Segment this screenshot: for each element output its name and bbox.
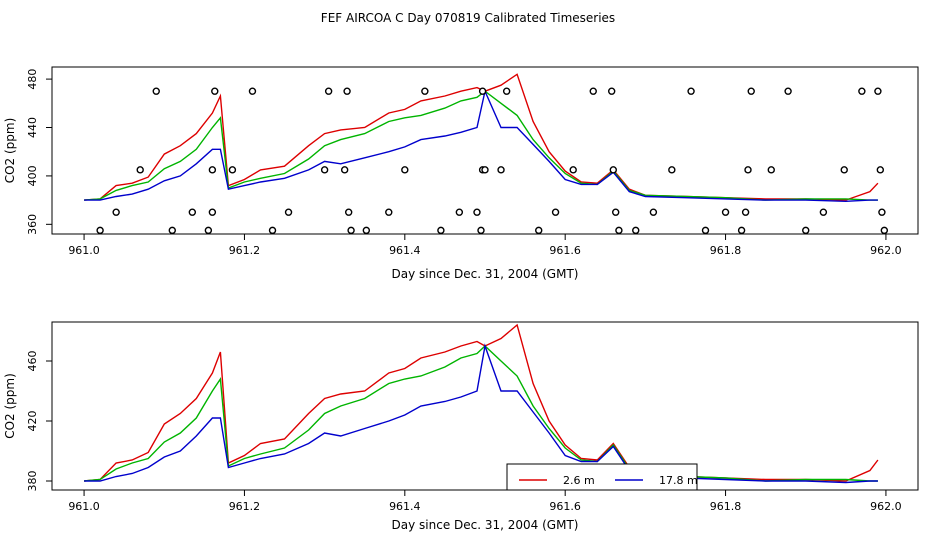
sample-circle-marker bbox=[478, 87, 487, 95]
sample-circle-marker bbox=[535, 226, 543, 235]
series-line-17-8-m bbox=[84, 343, 878, 484]
sample-circle-marker bbox=[347, 226, 355, 235]
sample-circle-marker bbox=[401, 166, 409, 174]
sample-circle-marker bbox=[204, 226, 213, 235]
sample-circle-marker bbox=[421, 87, 429, 95]
y-tick-label: 420 bbox=[26, 411, 39, 432]
series-line-2-6-m bbox=[84, 323, 879, 482]
x-tick-label: 961.8 bbox=[710, 244, 742, 257]
sample-circle-marker bbox=[168, 226, 176, 235]
y-tick-label: 400 bbox=[26, 165, 39, 186]
x-tick-label: 962.0 bbox=[870, 244, 902, 257]
legend-label: 17.8 m bbox=[659, 474, 698, 487]
sample-circle-marker bbox=[385, 208, 393, 216]
sample-circle-marker bbox=[744, 166, 752, 174]
sample-circle-marker bbox=[747, 87, 755, 95]
sample-circle-marker bbox=[767, 166, 775, 174]
sample-circle-marker bbox=[324, 87, 333, 95]
y-tick-label: 460 bbox=[26, 351, 39, 372]
sample-circle-marker bbox=[840, 166, 848, 174]
y-tick-label: 380 bbox=[26, 471, 39, 492]
x-tick-label: 961.6 bbox=[549, 500, 581, 513]
plot-frame bbox=[51, 321, 919, 491]
sample-circle-marker bbox=[607, 87, 616, 95]
y-tick-label: 440 bbox=[26, 117, 39, 138]
sample-circle-marker bbox=[477, 226, 485, 235]
sample-circle-marker bbox=[668, 166, 676, 174]
y-axis-label: CO2 (ppm) bbox=[3, 373, 17, 439]
sample-circle-marker bbox=[455, 208, 464, 216]
sample-circle-marker bbox=[876, 166, 885, 174]
sample-circle-marker bbox=[284, 208, 293, 216]
sample-circle-marker bbox=[874, 87, 882, 95]
sample-circle-marker bbox=[362, 226, 371, 235]
sample-circle-marker bbox=[208, 166, 217, 174]
series-line-green bbox=[84, 90, 878, 201]
sample-circle-marker bbox=[343, 87, 351, 95]
x-axis-label: Day since Dec. 31, 2004 (GMT) bbox=[392, 267, 579, 281]
sample-circle-marker bbox=[268, 226, 277, 235]
sample-circle-marker bbox=[632, 226, 640, 235]
x-tick-label: 961.4 bbox=[389, 500, 421, 513]
sample-circle-marker bbox=[649, 208, 658, 216]
sample-circle-marker bbox=[96, 226, 104, 235]
x-tick-label: 961.2 bbox=[229, 500, 261, 513]
x-tick-label: 961.8 bbox=[710, 500, 742, 513]
x-tick-label: 961.4 bbox=[389, 244, 421, 257]
sample-circle-marker bbox=[152, 87, 160, 95]
sample-circle-marker bbox=[737, 226, 746, 235]
sample-circle-marker bbox=[569, 166, 577, 174]
sample-circle-marker bbox=[473, 208, 481, 216]
sample-circle-marker bbox=[589, 87, 597, 95]
sample-circle-marker bbox=[721, 208, 730, 216]
sample-circle-marker bbox=[344, 208, 353, 216]
sample-circle-marker bbox=[320, 166, 329, 174]
sample-circle-marker bbox=[188, 208, 197, 216]
sample-circle-marker bbox=[437, 226, 445, 235]
sample-circle-marker bbox=[802, 226, 810, 235]
sample-circle-marker bbox=[741, 208, 750, 216]
x-tick-label: 961.6 bbox=[549, 244, 581, 257]
sample-circle-marker bbox=[615, 226, 623, 235]
plot-frame bbox=[51, 66, 919, 235]
legend-label: 2.6 m bbox=[563, 474, 595, 487]
sample-circle-marker bbox=[136, 166, 144, 174]
sample-circle-marker bbox=[228, 166, 237, 174]
figure-title: FEF AIRCOA C Day 070819 Calibrated Times… bbox=[321, 11, 615, 25]
x-tick-label: 961.2 bbox=[229, 244, 261, 257]
sample-circle-marker bbox=[502, 87, 511, 95]
sample-circle-marker bbox=[880, 226, 889, 235]
sample-circle-marker bbox=[211, 87, 219, 95]
sample-circle-marker bbox=[819, 208, 828, 216]
sample-circle-marker bbox=[701, 226, 710, 235]
sample-circle-marker bbox=[784, 87, 792, 95]
sample-circle-marker bbox=[481, 166, 489, 174]
x-axis-label: Day since Dec. 31, 2004 (GMT) bbox=[392, 518, 579, 532]
y-tick-label: 480 bbox=[26, 69, 39, 90]
sample-circle-marker bbox=[112, 208, 120, 216]
sample-circle-marker bbox=[858, 87, 866, 95]
x-tick-label: 961.0 bbox=[68, 244, 100, 257]
sample-circle-marker bbox=[687, 87, 695, 95]
sample-circle-marker bbox=[340, 166, 349, 174]
sample-circle-marker bbox=[248, 87, 257, 95]
y-tick-label: 360 bbox=[26, 214, 39, 235]
sample-circle-marker bbox=[878, 208, 886, 216]
bottom-panel: 961.0 961.2 961.4 961.6 961.8 962.0 380 420 460 D… bbox=[3, 321, 919, 532]
series-line-blue bbox=[84, 88, 878, 203]
y-axis-label: CO2 (ppm) bbox=[3, 118, 17, 184]
x-tick-label: 962.0 bbox=[870, 500, 902, 513]
top-panel: 961.0 961.2 961.4 961.6 961.8 962.0 360 400 440 4… bbox=[3, 66, 919, 281]
sample-circle-marker bbox=[497, 166, 505, 174]
sample-circle-marker bbox=[208, 208, 217, 216]
sample-circle-marker bbox=[609, 166, 617, 174]
sample-circle-marker bbox=[551, 208, 560, 216]
sample-circle-marker bbox=[612, 208, 620, 216]
legend-box bbox=[506, 463, 698, 491]
x-tick-label: 961.0 bbox=[68, 500, 100, 513]
